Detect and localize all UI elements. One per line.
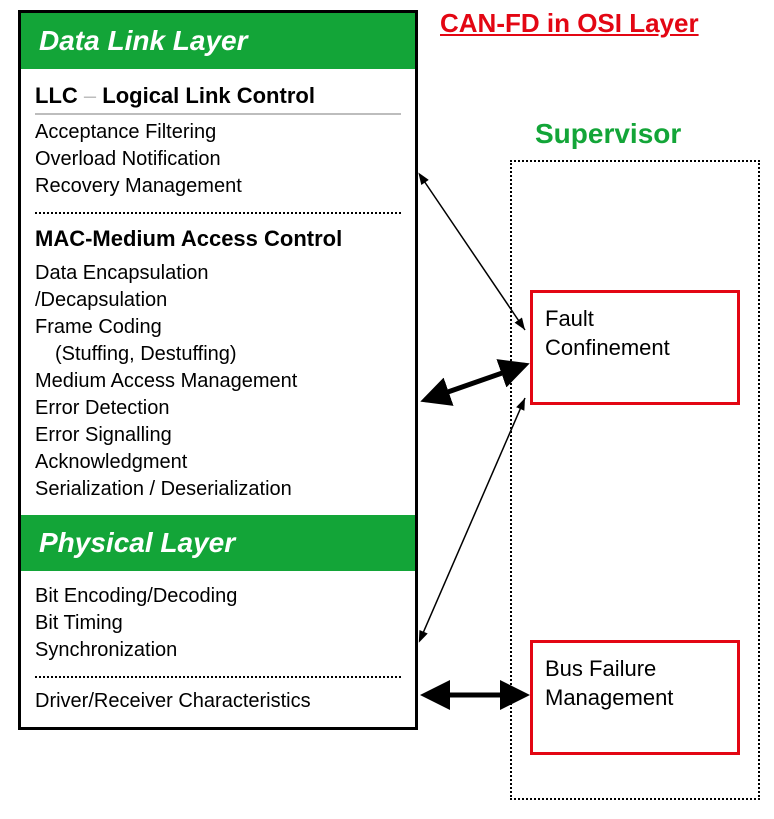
- list-item: Error Signalling: [35, 422, 401, 449]
- list-item: Frame Coding: [35, 314, 401, 341]
- dotted-divider: [35, 676, 401, 678]
- list-item: Synchronization: [35, 637, 401, 664]
- llc-separator: –: [84, 83, 96, 108]
- list-item: Data Encapsulation: [35, 260, 401, 287]
- supervisor-title: Supervisor: [535, 118, 681, 150]
- box-line1: FaultConfinement: [545, 305, 725, 362]
- page-title: CAN-FD in OSI Layer: [440, 8, 699, 39]
- llc-header: LLC – Logical Link Control: [35, 77, 401, 115]
- llc-section: LLC – Logical Link Control Acceptance Fi…: [21, 69, 415, 515]
- list-item: /Decapsulation: [35, 287, 401, 314]
- llc-full: Logical Link Control: [102, 83, 315, 108]
- list-item: Overload Notification: [35, 146, 401, 173]
- physical-layer-header: Physical Layer: [21, 515, 415, 571]
- list-item: Acknowledgment: [35, 449, 401, 476]
- list-item: Error Detection: [35, 395, 401, 422]
- physical-items-1: Bit Encoding/Decoding Bit Timing Synchro…: [35, 579, 401, 672]
- physical-section: Bit Encoding/Decoding Bit Timing Synchro…: [21, 571, 415, 727]
- list-item: (Stuffing, Destuffing): [35, 341, 401, 368]
- list-item: Serialization / Deserialization: [35, 476, 401, 503]
- mac-header: MAC-Medium Access Control: [35, 220, 401, 256]
- llc-items: Acceptance Filtering Overload Notificati…: [35, 115, 401, 208]
- list-item: Medium Access Management: [35, 368, 401, 395]
- fault-confinement-box: FaultConfinement: [530, 290, 740, 405]
- box-line1: Bus FailureManagement: [545, 655, 725, 712]
- mac-items: Data Encapsulation /Decapsulation Frame …: [35, 256, 401, 511]
- bus-failure-box: Bus FailureManagement: [530, 640, 740, 755]
- data-link-layer-header: Data Link Layer: [21, 13, 415, 69]
- list-item: Recovery Management: [35, 173, 401, 200]
- list-item: Bit Encoding/Decoding: [35, 583, 401, 610]
- physical-items-2: Driver/Receiver Characteristics: [35, 684, 401, 723]
- list-item: Bit Timing: [35, 610, 401, 637]
- list-item: Driver/Receiver Characteristics: [35, 688, 401, 715]
- list-item: Acceptance Filtering: [35, 119, 401, 146]
- llc-abbr: LLC: [35, 83, 78, 108]
- osi-layers-column: Data Link Layer LLC – Logical Link Contr…: [18, 10, 418, 730]
- dotted-divider: [35, 212, 401, 214]
